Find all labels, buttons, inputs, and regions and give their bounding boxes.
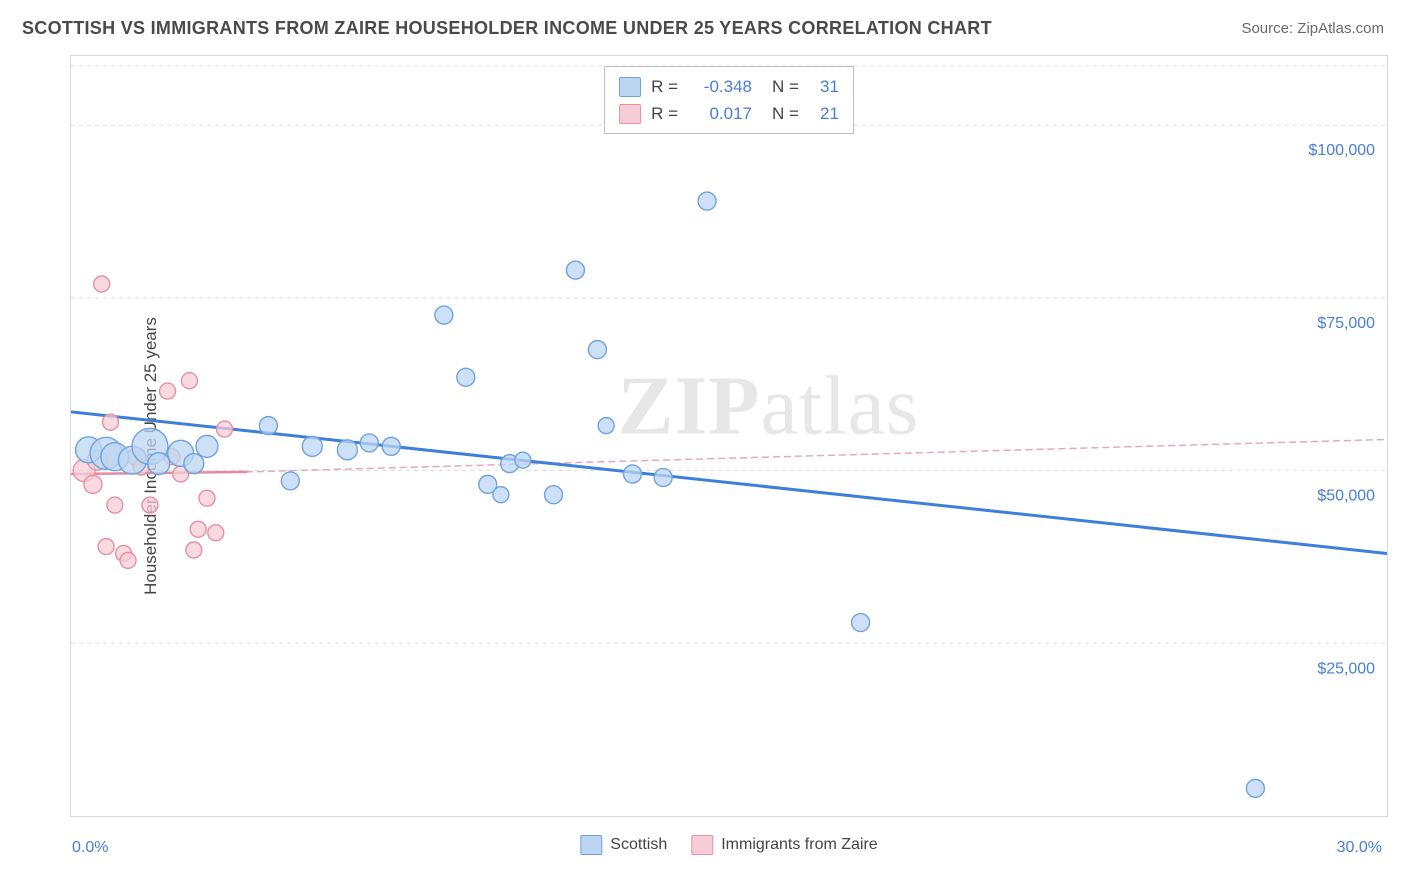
legend-label-zaire: Immigrants from Zaire <box>721 836 877 854</box>
svg-text:$50,000: $50,000 <box>1317 488 1375 505</box>
x-min-label: 0.0% <box>72 839 108 857</box>
chart-svg: $25,000 $50,000 $75,000 $100,000 <box>71 56 1387 816</box>
chart-container: Householder Income Under 25 years $25,00… <box>50 55 1388 857</box>
r-label: R = <box>651 100 678 127</box>
legend-row-scottish: R = -0.348 N = 31 <box>619 73 839 100</box>
svg-text:$25,000: $25,000 <box>1317 660 1375 677</box>
r-label: R = <box>651 73 678 100</box>
swatch-scottish <box>619 77 641 97</box>
legend-item-zaire: Immigrants from Zaire <box>691 835 877 855</box>
source-label: Source: ZipAtlas.com <box>1241 20 1384 37</box>
n-value-zaire: 21 <box>809 100 839 127</box>
series-legend: Scottish Immigrants from Zaire <box>580 835 877 855</box>
n-label: N = <box>772 73 799 100</box>
r-value-zaire: 0.017 <box>688 100 752 127</box>
swatch-scottish <box>580 835 602 855</box>
x-axis: 0.0% 30.0% Scottish Immigrants from Zair… <box>70 817 1388 857</box>
legend-item-scottish: Scottish <box>580 835 667 855</box>
plot-area: $25,000$50,000$75,000$100,000 ZIPatlas R… <box>70 55 1388 817</box>
legend-label-scottish: Scottish <box>610 836 667 854</box>
legend-row-zaire: R = 0.017 N = 21 <box>619 100 839 127</box>
n-label: N = <box>772 100 799 127</box>
svg-text:$75,000: $75,000 <box>1317 315 1375 332</box>
n-value-scottish: 31 <box>809 73 839 100</box>
svg-text:$100,000: $100,000 <box>1308 142 1375 159</box>
r-value-scottish: -0.348 <box>688 73 752 100</box>
chart-title: SCOTTISH VS IMMIGRANTS FROM ZAIRE HOUSEH… <box>22 18 992 39</box>
swatch-zaire <box>619 104 641 124</box>
x-max-label: 30.0% <box>1337 839 1382 857</box>
swatch-zaire <box>691 835 713 855</box>
correlation-legend: R = -0.348 N = 31 R = 0.017 N = 21 <box>604 66 854 134</box>
